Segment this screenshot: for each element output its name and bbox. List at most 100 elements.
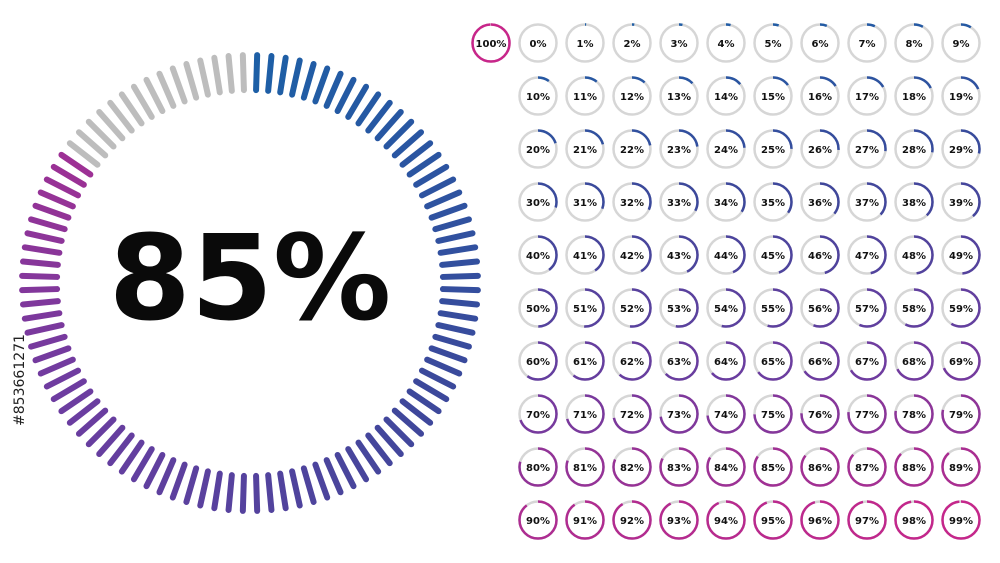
dial-segment: [277, 54, 289, 96]
dial-segment: [355, 439, 382, 475]
small-dial-arc: [706, 129, 746, 169]
small-dial-label: 86%: [808, 463, 832, 474]
small-dial-label: 70%: [526, 410, 550, 421]
dial-segment: [183, 61, 200, 101]
small-dial-arc: [518, 76, 558, 116]
small-dial-label: 37%: [855, 198, 879, 209]
dial-segment: [383, 118, 415, 150]
small-dial-label: 21%: [573, 145, 597, 156]
small-dial-label: 39%: [949, 198, 973, 209]
small-dial-arc: [941, 288, 981, 328]
small-dial-label: 42%: [620, 251, 644, 262]
small-dial-label: 77%: [855, 410, 879, 421]
dial-segment: [96, 108, 126, 142]
small-dial-label: 58%: [902, 304, 926, 315]
small-dial-arc: [800, 76, 840, 116]
small-dial-arc: [941, 76, 981, 116]
small-dial-arc: [753, 394, 793, 434]
small-dial-arc: [612, 288, 652, 328]
small-dial-arc: [894, 447, 934, 487]
dial-segment: [28, 333, 68, 350]
dial-segment: [300, 61, 317, 101]
small-dial-arc: [941, 394, 981, 434]
dial-segment: [345, 83, 370, 120]
dial-segment: [334, 451, 357, 490]
small-dial-label: 75%: [761, 410, 785, 421]
small-dial-arc: [847, 288, 887, 328]
small-dial-arc: [612, 447, 652, 487]
dial-segment: [413, 163, 450, 188]
small-dial-label: 48%: [902, 251, 926, 262]
dial-segment: [225, 53, 235, 94]
small-dial-arc: [847, 235, 887, 275]
small-dial-label: 64%: [714, 357, 738, 368]
small-dial-label: 99%: [949, 516, 973, 527]
small-dial-label: 15%: [761, 92, 785, 103]
small-dial-label: 13%: [667, 92, 691, 103]
dial-segment: [289, 57, 303, 98]
dial-segment: [424, 189, 463, 210]
dial-segment: [253, 52, 261, 94]
small-dial-arc: [565, 182, 605, 222]
small-dial-label: 10%: [526, 92, 550, 103]
dial-segment: [21, 310, 63, 322]
dial-track: [66, 52, 247, 168]
small-dial-label: 71%: [573, 410, 597, 421]
small-dial-arc: [659, 182, 699, 222]
dial-segment: [428, 202, 468, 221]
small-dial-arc: [847, 182, 887, 222]
small-dial-label: 94%: [714, 516, 738, 527]
small-dial-label: 91%: [573, 516, 597, 527]
small-dial-arc: [894, 288, 934, 328]
dial-segment: [437, 310, 479, 322]
small-dial-label: 40%: [526, 251, 550, 262]
main-label: 85%: [109, 209, 391, 347]
small-dial-arc: [706, 447, 746, 487]
small-dial-arc: [612, 182, 652, 222]
dial-segment: [432, 333, 472, 350]
small-dial-arc: [894, 129, 934, 169]
small-dial-label: 50%: [526, 304, 550, 315]
small-dial-arc: [753, 288, 793, 328]
dial-segment: [130, 83, 155, 120]
small-dial-label: 43%: [667, 251, 691, 262]
small-dial-label: 19%: [949, 92, 973, 103]
small-dial-label: 34%: [714, 198, 738, 209]
dial-segment: [19, 286, 61, 294]
dial-segment: [418, 367, 457, 390]
small-dial-arc: [753, 235, 793, 275]
small-dial-label: 9%: [953, 39, 970, 50]
dial-segment: [50, 163, 87, 188]
dial-segment: [312, 65, 331, 105]
small-dial-label: 8%: [906, 39, 923, 50]
small-dial-label: 76%: [808, 410, 832, 421]
small-dial-label: 20%: [526, 145, 550, 156]
small-dial-arc: [894, 235, 934, 275]
small-dial-arc: [894, 341, 934, 381]
small-dial-arc: [706, 235, 746, 275]
dial-segment: [435, 322, 476, 336]
small-dial-arc: [894, 76, 934, 116]
small-dial-arc: [894, 182, 934, 222]
dial-segment: [143, 76, 166, 115]
small-dial-label: 23%: [667, 145, 691, 156]
dial-segment: [300, 465, 317, 505]
dial-segment: [118, 439, 145, 475]
small-dial-label: 81%: [573, 463, 597, 474]
dial-segment: [43, 367, 82, 390]
small-dial-arc: [847, 76, 887, 116]
small-dial-arc: [659, 23, 699, 63]
dial-segment: [312, 461, 331, 501]
small-dial-label: 32%: [620, 198, 644, 209]
dial-fill: [19, 52, 481, 514]
small-dial-arc: [518, 500, 558, 540]
small-dial-arc: [659, 394, 699, 434]
dial-segment: [406, 388, 442, 415]
small-dial-arc: [659, 76, 699, 116]
small-dial-arc: [518, 447, 558, 487]
dial-segment: [365, 432, 393, 467]
dial-segment: [37, 189, 76, 210]
small-dial-label: 18%: [902, 92, 926, 103]
small-dial-label: 52%: [620, 304, 644, 315]
small-dial-label: 78%: [902, 410, 926, 421]
